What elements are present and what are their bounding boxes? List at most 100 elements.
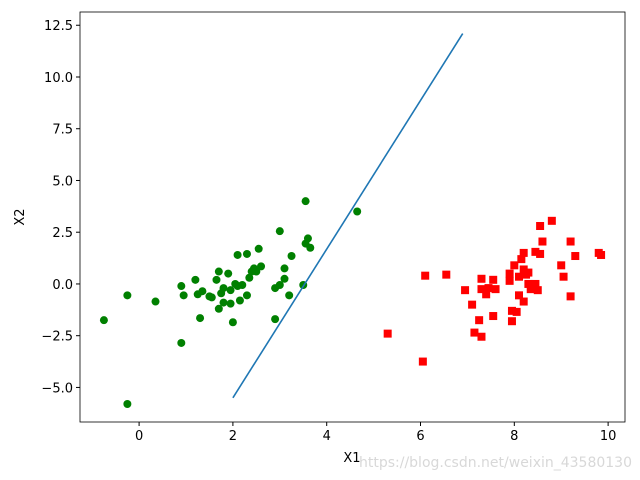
point [477,274,486,283]
point [353,207,362,216]
watermark: https://blog.csdn.net/weixin_43580130 [359,455,632,471]
point [477,332,486,341]
point [242,249,251,258]
y-axis-label: X2 [13,208,28,225]
y-tick-label: −2.5 [41,330,73,345]
point [484,284,493,293]
point [151,297,160,306]
point [536,249,545,258]
y-tick-label: 12.5 [44,19,73,34]
point [226,286,235,295]
point [287,252,296,261]
point [515,272,524,281]
y-tick-label: −5.0 [41,381,73,396]
point [252,267,261,276]
point [515,291,524,300]
y-tick-label: 5.0 [52,174,73,189]
y-tick-label: 10.0 [44,71,73,86]
x-tick-label: 4 [323,429,331,444]
point [517,255,526,264]
x-tick-label: 0 [135,429,143,444]
point [519,248,528,257]
point [306,243,315,252]
point [235,296,244,305]
point [207,293,216,302]
point [285,291,294,300]
point [489,275,498,284]
point [123,291,132,300]
point [271,315,280,324]
point [461,286,470,295]
point [301,197,310,206]
point [531,247,540,256]
point [547,216,556,225]
point [275,227,284,236]
point [280,264,289,273]
point [179,291,188,300]
point [196,314,205,323]
line [232,33,464,399]
point [468,300,477,309]
point [512,307,521,316]
point [489,312,498,321]
point [303,234,312,243]
point [242,291,251,300]
point [245,273,254,282]
point [383,329,392,338]
point [519,297,528,306]
point [507,306,516,315]
point [257,262,266,271]
point [275,280,284,289]
point [507,317,516,326]
point [212,275,221,284]
x-tick-label: 2 [229,429,237,444]
point [505,269,514,278]
point [519,265,528,274]
point [214,304,223,313]
point [566,237,575,246]
point [219,298,228,307]
point [421,271,430,280]
point [538,237,547,246]
point [226,299,235,308]
plot-frame [79,11,626,423]
point [477,285,486,294]
point [123,399,132,408]
point [224,269,233,278]
point [238,280,247,289]
point [177,338,186,347]
x-tick-label: 10 [600,429,617,444]
point [177,282,186,291]
point [228,318,237,327]
point [198,287,207,296]
y-tick-label: 0.0 [52,278,73,293]
x-axis-label: X1 [343,451,360,466]
point [510,261,519,270]
x-tick-label: 8 [510,429,518,444]
point [524,268,533,277]
point [597,250,606,259]
point [531,279,540,288]
point [470,328,479,337]
point [233,250,242,259]
point [99,316,108,325]
point [482,290,491,299]
point [475,316,484,325]
point [191,275,200,284]
point [526,285,535,294]
point [524,279,533,288]
point [442,270,451,279]
point [418,357,427,366]
point [505,276,514,285]
point [214,267,223,276]
point [254,244,263,253]
point [491,285,500,294]
point [219,284,228,293]
point [557,261,566,270]
point [280,274,289,283]
y-tick-label: 2.5 [52,226,73,241]
y-tick-label: 7.5 [52,123,73,138]
x-tick-label: 6 [416,429,424,444]
